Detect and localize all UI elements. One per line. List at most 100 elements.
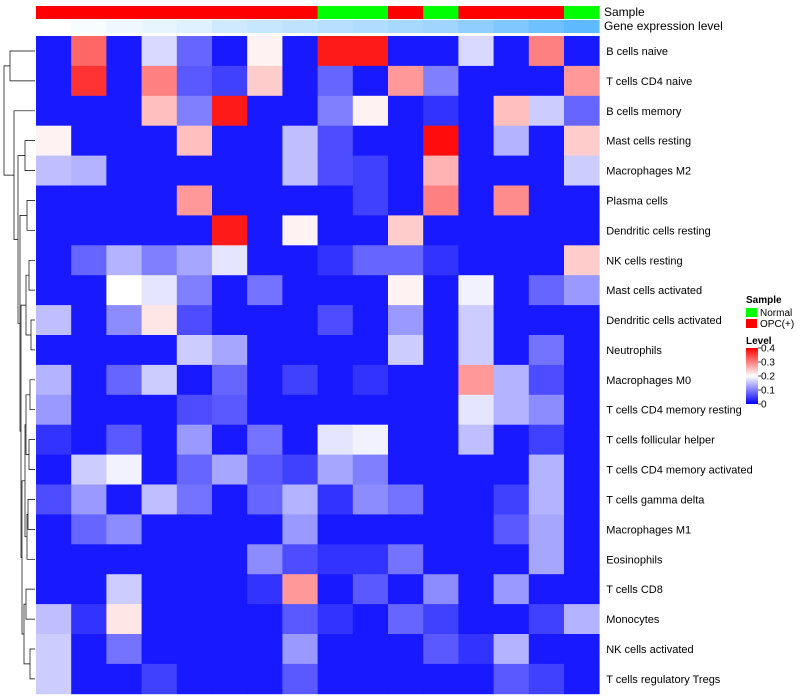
sample-annotation-cell bbox=[141, 6, 178, 19]
heatmap-cell bbox=[423, 125, 459, 156]
heatmap-cell bbox=[212, 95, 248, 127]
heatmap-cell bbox=[423, 544, 459, 575]
heatmap-cell bbox=[141, 364, 178, 396]
heatmap-cell bbox=[564, 604, 600, 635]
sample-annotation-cell bbox=[176, 6, 213, 19]
heatmap-cell bbox=[528, 305, 565, 336]
dendrogram-branch bbox=[17, 155, 25, 324]
sample-annotation-cell bbox=[423, 6, 459, 19]
heatmap-cell bbox=[176, 424, 213, 455]
heatmap-cell bbox=[212, 634, 248, 665]
heatmap-cell bbox=[458, 514, 494, 545]
heatmap-cell bbox=[493, 65, 530, 97]
heatmap-cell bbox=[36, 215, 72, 246]
heatmap-cell bbox=[493, 185, 530, 216]
heatmap-cell bbox=[528, 335, 565, 366]
legend-level-tick-label: 0.1 bbox=[761, 386, 775, 397]
dendrogram-branch bbox=[26, 200, 35, 231]
heatmap-cell bbox=[247, 514, 283, 545]
heatmap-cell bbox=[282, 634, 318, 665]
heatmap-cell bbox=[388, 604, 424, 635]
heatmap-cell bbox=[212, 604, 248, 635]
expression-annotation-cell bbox=[36, 20, 72, 33]
heatmap-cell bbox=[36, 394, 72, 426]
heatmap-cell bbox=[247, 305, 283, 336]
heatmap-cell bbox=[528, 275, 565, 306]
heatmap-cell bbox=[212, 364, 248, 396]
heatmap-cell bbox=[176, 394, 213, 426]
heatmap-cell bbox=[493, 155, 530, 186]
dendrogram-branch bbox=[29, 379, 35, 411]
row-label: NK cells activated bbox=[606, 644, 693, 656]
heatmap-cell bbox=[282, 275, 318, 306]
heatmap-cell bbox=[141, 65, 178, 97]
heatmap-cell bbox=[528, 663, 565, 695]
heatmap-cell bbox=[141, 484, 178, 515]
heatmap-cell bbox=[423, 604, 459, 635]
heatmap-cell bbox=[212, 185, 248, 216]
heatmap-cell bbox=[388, 65, 424, 97]
heatmap-cell bbox=[141, 424, 178, 455]
legend-sample-label: Normal bbox=[760, 308, 792, 319]
dendrogram-branch bbox=[29, 648, 35, 680]
heatmap-cell bbox=[564, 394, 600, 426]
heatmap-cell bbox=[282, 65, 318, 97]
heatmap-cell bbox=[247, 424, 283, 455]
sample-annotation-cell bbox=[106, 6, 142, 19]
heatmap-cell bbox=[423, 155, 459, 186]
heatmap-cell bbox=[528, 364, 565, 396]
heatmap-cell bbox=[282, 95, 318, 127]
heatmap-cell bbox=[141, 454, 178, 485]
heatmap-cell bbox=[493, 215, 530, 246]
heatmap-cell bbox=[212, 484, 248, 515]
heatmap-cell bbox=[141, 514, 178, 545]
dendrogram-branch bbox=[24, 140, 35, 171]
heatmap-cell bbox=[493, 305, 530, 336]
heatmap-cell bbox=[423, 424, 459, 455]
heatmap-cell bbox=[212, 36, 248, 67]
heatmap-cell bbox=[458, 484, 494, 515]
expression-annotation-cell bbox=[282, 20, 318, 33]
expression-annotation-cell bbox=[352, 20, 389, 33]
heatmap-cell bbox=[71, 36, 107, 67]
row-label: Monocytes bbox=[606, 614, 660, 626]
heatmap-cell bbox=[564, 663, 600, 695]
heatmap-cell bbox=[106, 454, 142, 485]
heatmap-cell bbox=[36, 634, 72, 665]
heatmap-cell bbox=[36, 544, 72, 575]
heatmap-cell bbox=[71, 634, 107, 665]
heatmap-cell bbox=[564, 155, 600, 186]
heatmap-cell bbox=[564, 65, 600, 97]
heatmap-cell bbox=[458, 394, 494, 426]
heatmap-cell bbox=[282, 215, 318, 246]
heatmap-cell bbox=[528, 514, 565, 545]
heatmap-cell bbox=[317, 634, 354, 665]
heatmap-cell bbox=[141, 574, 178, 605]
heatmap-cell bbox=[564, 484, 600, 515]
heatmap-cell bbox=[71, 215, 107, 246]
heatmap-cell bbox=[106, 335, 142, 366]
legend-level-title: Level bbox=[746, 336, 772, 347]
heatmap-cell bbox=[564, 95, 600, 127]
heatmap-cell bbox=[176, 454, 213, 485]
legend-sample-swatch bbox=[746, 319, 757, 328]
heatmap-cell bbox=[528, 155, 565, 186]
sample-annotation-bar bbox=[36, 6, 600, 19]
heatmap-cell bbox=[141, 185, 178, 216]
heatmap-cell bbox=[388, 125, 424, 156]
heatmap-cell bbox=[423, 185, 459, 216]
row-label: Dendritic cells resting bbox=[606, 225, 711, 237]
heatmap-cell bbox=[352, 36, 389, 67]
heatmap-cell bbox=[493, 275, 530, 306]
heatmap-cell bbox=[71, 245, 107, 276]
heatmap-cell bbox=[106, 65, 142, 97]
heatmap-cell bbox=[352, 484, 389, 515]
heatmap-cell bbox=[493, 95, 530, 127]
heatmap-cell bbox=[176, 215, 213, 246]
heatmap-cell bbox=[458, 245, 494, 276]
heatmap-cell bbox=[423, 454, 459, 485]
heatmap-cell bbox=[106, 155, 142, 186]
heatmap-cell bbox=[352, 155, 389, 186]
heatmap-cell bbox=[176, 634, 213, 665]
heatmap-cell bbox=[528, 215, 565, 246]
